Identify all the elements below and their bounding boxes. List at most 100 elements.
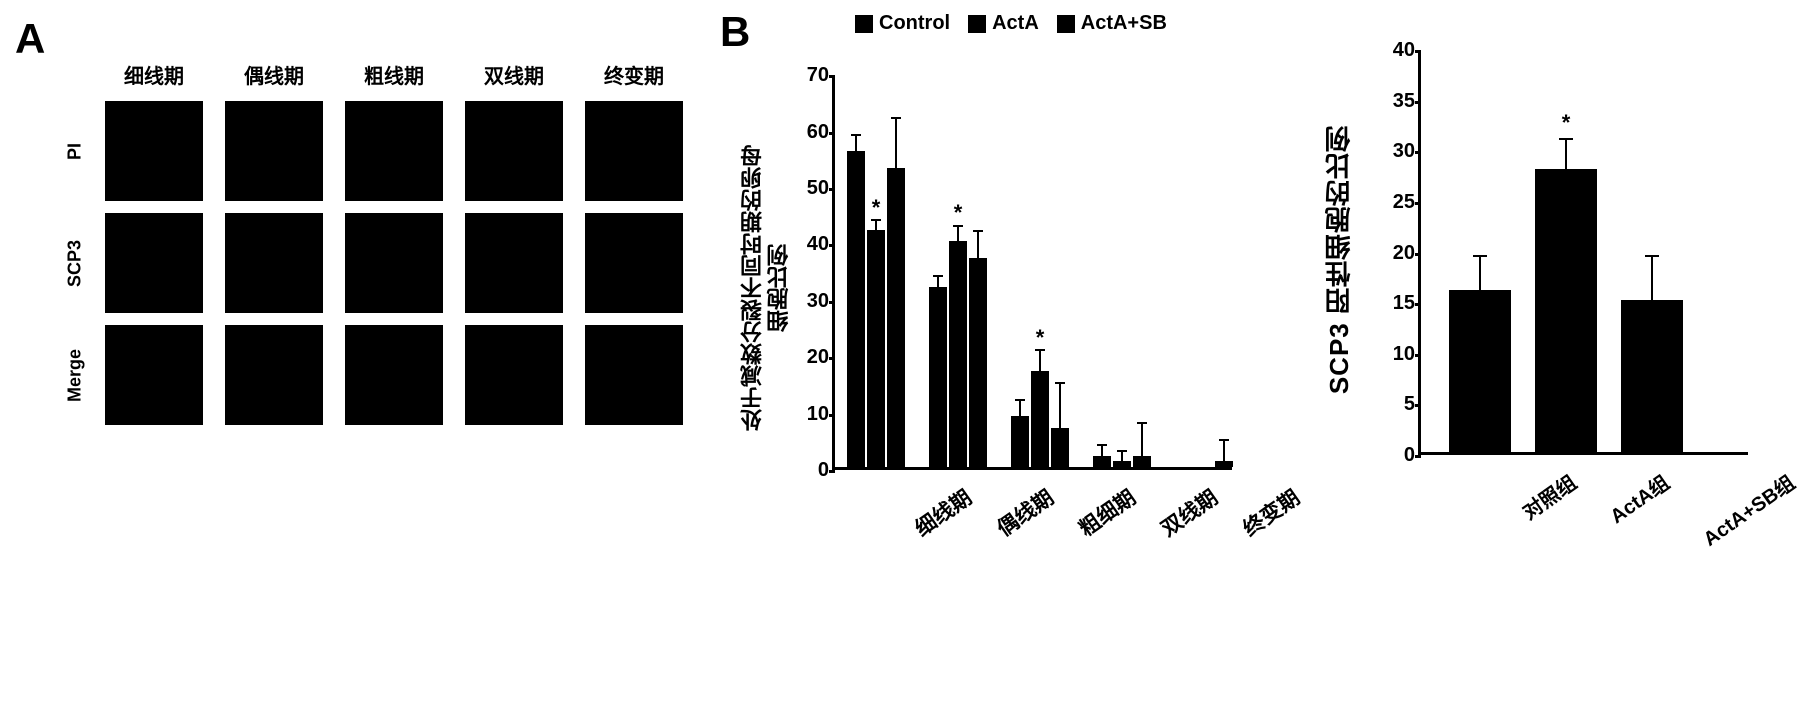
error-cap [1559,138,1573,140]
error-cap [891,117,901,119]
y-tick-mark [829,132,835,135]
panel-b-charts: 处于减数分裂不同时期的卵母细胞比例 010203040506070*细线期*偶线… [740,15,1770,575]
error-bar [895,117,897,168]
chart-bar: * [867,230,885,467]
chart-bar [1113,461,1131,467]
y-tick-mark [1415,404,1421,407]
panel-a-microscopy-grid: 细线期偶线期粗线期双线期终变期 PI SCP3 Merge [45,60,683,425]
x-category-label: 终变期 [1236,482,1305,543]
significance-star: * [1036,325,1045,351]
grid-row: Merge [45,325,683,425]
microscopy-image [225,325,323,425]
y-tick-label: 60 [799,121,829,144]
error-cap [1473,255,1487,257]
y-tick-mark [1415,455,1421,458]
y-tick-mark [1415,354,1421,357]
chart-bar [929,287,947,467]
chart-bar [1621,300,1683,452]
y-tick-mark [829,75,835,78]
y-tick-mark [829,188,835,191]
y-tick-label: 30 [1385,140,1415,163]
y-tick-label: 35 [1385,90,1415,113]
col-header: 偶线期 [225,60,323,89]
y-tick-label: 0 [1385,444,1415,467]
x-category-label: 双线期 [1154,482,1223,543]
microscopy-image [225,101,323,201]
error-bar [937,275,939,286]
panel-a-label: A [15,15,45,63]
error-cap [1117,450,1127,452]
y-tick-label: 20 [799,346,829,369]
scp3-positive-chart: SCP3 阳性细胞的比例 0510152025303540对照组*ActA组Ac… [1330,15,1770,575]
col-header: 终变期 [585,60,683,89]
y-tick-label: 40 [1385,39,1415,62]
significance-star: * [1562,110,1571,136]
chart-bar [1051,428,1069,467]
chart-bar [1011,416,1029,467]
microscopy-image [465,101,563,201]
chart-bar [1133,456,1151,467]
y-tick-label: 50 [799,177,829,200]
x-category-label: ActA+SB组 [1696,467,1800,552]
x-category-label: 细线期 [908,482,977,543]
chart-bar [887,168,905,467]
significance-star: * [872,195,881,221]
y-tick-label: 40 [799,233,829,256]
error-bar [1059,382,1061,427]
grid-row: SCP3 [45,213,683,313]
chart1-plot-area: 010203040506070*细线期*偶线期*粗细期双线期终变期 [832,75,1232,470]
y-tick-mark [829,470,835,473]
x-category-label: ActA组 [1603,467,1674,529]
chart-bar [1093,456,1111,467]
error-bar [957,225,959,242]
chart2-ylabel: SCP3 阳性细胞的比例 [1324,125,1355,394]
y-tick-mark [1415,50,1421,53]
chart-bar [1449,290,1511,452]
microscopy-image [465,325,563,425]
y-tick-label: 25 [1385,191,1415,214]
error-cap [1219,439,1229,441]
error-cap [1055,382,1065,384]
error-bar [1565,138,1567,168]
microscopy-image [585,325,683,425]
row-label: PI [65,121,86,181]
y-tick-mark [829,357,835,360]
y-tick-mark [1415,253,1421,256]
y-tick-label: 0 [799,459,829,482]
y-tick-mark [1415,202,1421,205]
y-tick-mark [1415,101,1421,104]
error-cap [1137,422,1147,424]
microscopy-image [105,213,203,313]
col-header: 粗线期 [345,60,443,89]
microscopy-image [585,101,683,201]
error-cap [973,230,983,232]
significance-star: * [954,200,963,226]
error-cap [851,134,861,136]
microscopy-image [345,101,443,201]
y-tick-mark [829,301,835,304]
chart1-ylabel: 处于减数分裂不同时期的卵母细胞比例 [740,145,793,431]
y-tick-label: 30 [799,290,829,313]
error-cap [933,275,943,277]
chart-bar: * [1031,371,1049,467]
y-tick-mark [829,414,835,417]
error-bar [1101,444,1103,455]
error-bar [977,230,979,258]
microscopy-image [345,213,443,313]
row-label: Merge [65,345,86,405]
col-header: 细线期 [105,60,203,89]
microscopy-image [105,325,203,425]
grid-row: PI [45,101,683,201]
error-cap [1645,255,1659,257]
y-tick-label: 10 [799,403,829,426]
error-bar [1479,255,1481,290]
microscopy-image [105,101,203,201]
y-tick-mark [1415,303,1421,306]
x-category-label: 对照组 [1516,467,1582,525]
chart2-plot-area: 0510152025303540对照组*ActA组ActA+SB组 [1418,50,1748,455]
col-header: 双线期 [465,60,563,89]
error-bar [1651,255,1653,301]
chart-bar [1215,461,1233,467]
chart-bar: * [1535,169,1597,453]
error-bar [1223,439,1225,462]
